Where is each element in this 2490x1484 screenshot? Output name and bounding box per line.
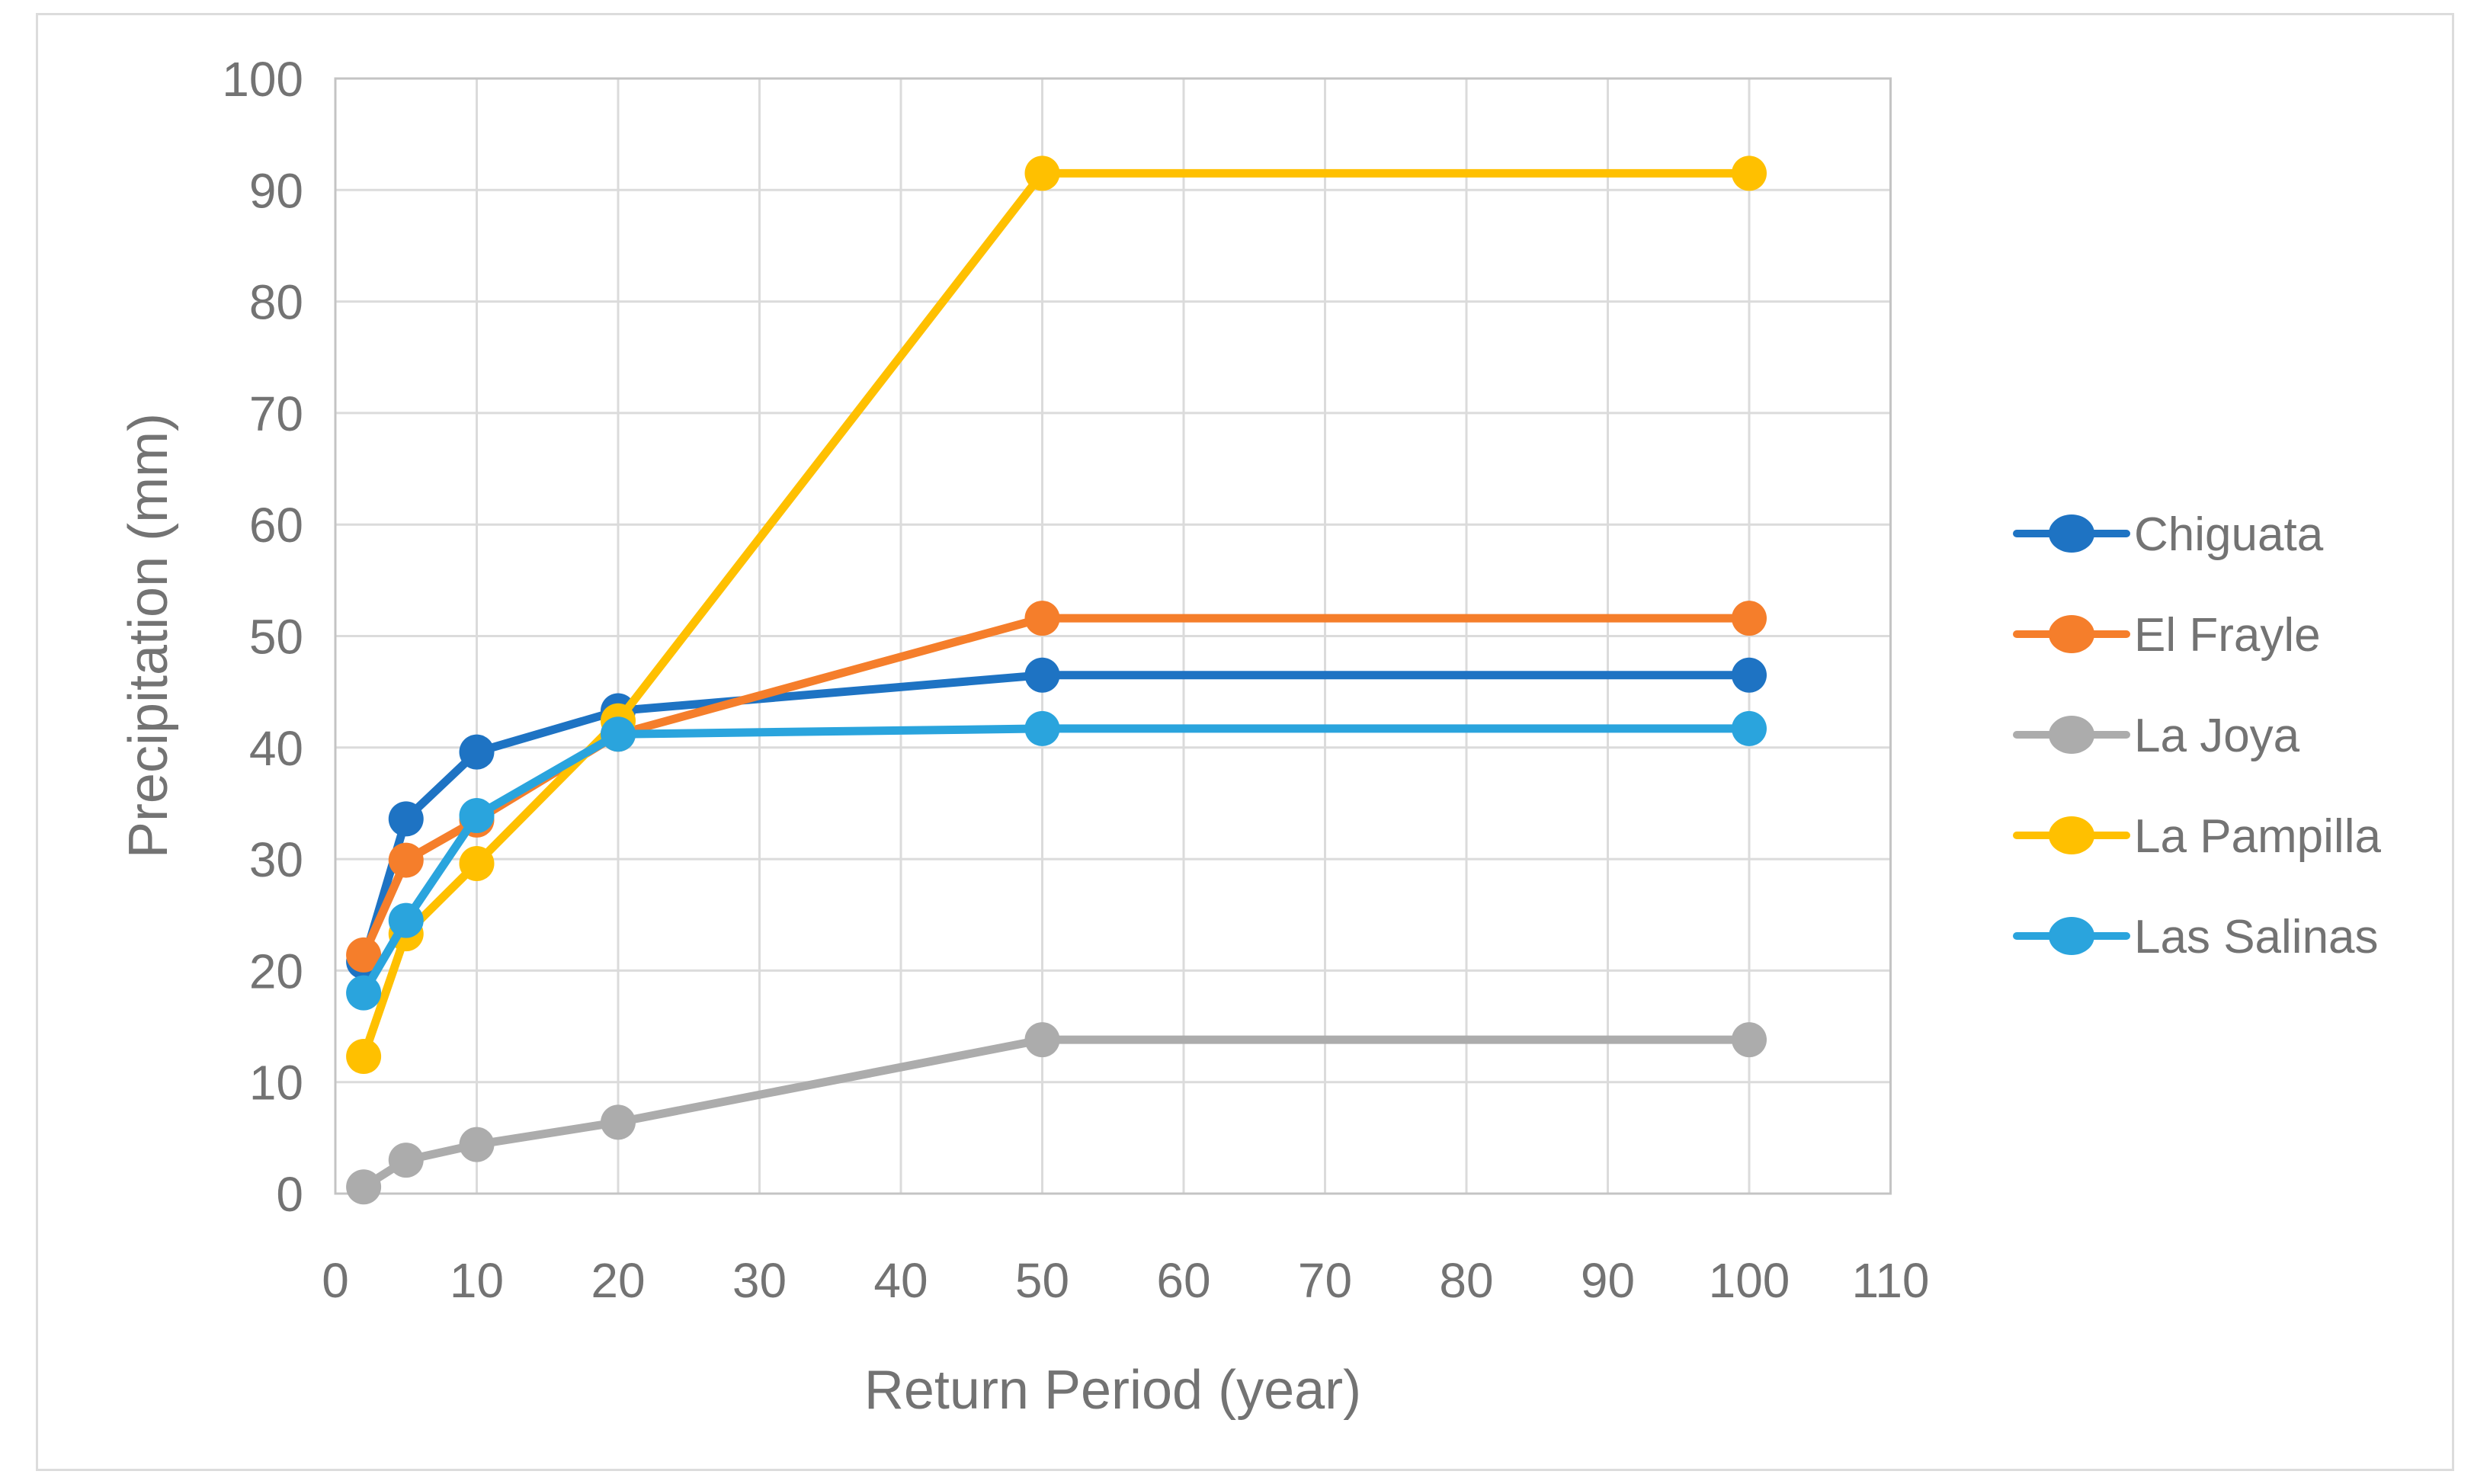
x-axis-tick-label: 110 [1851, 1253, 1929, 1308]
legend-marker-dot [2049, 816, 2094, 854]
y-axis-tick-label: 100 [222, 52, 303, 107]
plot-area-border [334, 77, 1892, 1195]
y-axis-tick-label: 80 [249, 275, 303, 330]
series-line-la-joya [359, 1035, 1754, 1191]
x-axis-tick-label: 0 [322, 1253, 349, 1308]
legend-marker-dot [2049, 716, 2094, 754]
series-marker-las-salinas [1024, 710, 1060, 746]
x-axis-tick-label: 90 [1581, 1253, 1635, 1308]
series-marker-la-joya [346, 1169, 382, 1205]
x-axis-tick-label: 50 [1015, 1253, 1069, 1308]
series-marker-las-salinas [459, 798, 495, 834]
legend-marker-dot [2049, 615, 2094, 653]
series-marker-las-salinas [1732, 710, 1767, 746]
y-axis-tick-label: 20 [249, 944, 303, 998]
series-marker-el-frayle [346, 937, 382, 973]
series-marker-la-pampilla [1732, 155, 1767, 191]
series-marker-las-salinas [388, 902, 424, 938]
series-line-la-pampilla [359, 168, 1754, 1061]
legend-marker-dot [2049, 917, 2094, 955]
x-axis-title: Return Period (year) [864, 1360, 1362, 1421]
x-axis-tick-label: 20 [591, 1253, 645, 1308]
series-marker-chiguata [1732, 657, 1767, 693]
y-axis-title: Precipitation (mm) [118, 412, 179, 859]
legend-item-label: Las Salinas [2134, 911, 2379, 963]
series-marker-la-joya [388, 1143, 424, 1178]
x-axis-tick-label: 40 [873, 1253, 928, 1308]
x-axis-tick-label: 70 [1298, 1253, 1352, 1308]
series-marker-el-frayle [1732, 601, 1767, 636]
legend-item-label: Chiguata [2134, 508, 2324, 561]
x-axis-tick-label: 10 [450, 1253, 504, 1308]
series-marker-chiguata [1024, 657, 1060, 693]
series-marker-la-joya [601, 1104, 636, 1140]
series-marker-las-salinas [601, 716, 636, 752]
series-marker-la-pampilla [459, 845, 495, 881]
y-axis-tick-label: 40 [249, 721, 303, 776]
x-axis-tick-label: 80 [1439, 1253, 1493, 1308]
legend-item-label: La Joya [2134, 710, 2300, 762]
legend-marker-dot [2049, 514, 2094, 553]
x-axis-tick-label: 30 [732, 1253, 787, 1308]
series-marker-la-joya [1732, 1022, 1767, 1058]
legend-item-label: La Pampilla [2134, 810, 2381, 863]
series-marker-la-joya [1024, 1022, 1060, 1058]
y-axis-tick-label: 50 [249, 610, 303, 665]
series-marker-la-pampilla [1024, 155, 1060, 191]
series-marker-chiguata [459, 734, 495, 770]
y-axis-tick-label: 60 [249, 498, 303, 553]
x-axis-tick-label: 100 [1709, 1253, 1790, 1308]
series-marker-la-pampilla [346, 1039, 382, 1075]
series-marker-el-frayle [388, 842, 424, 878]
x-axis-tick-label: 60 [1156, 1253, 1210, 1308]
y-axis-tick-label: 10 [249, 1056, 303, 1111]
series-marker-la-joya [459, 1127, 495, 1162]
y-axis-tick-label: 70 [249, 386, 303, 441]
series-line-chiguata [359, 671, 1754, 966]
y-axis-tick-label: 30 [249, 832, 303, 887]
y-axis-tick-label: 90 [249, 163, 303, 218]
y-axis-tick-label: 0 [276, 1167, 303, 1222]
series-marker-chiguata [388, 801, 424, 837]
legend-item-label: El Frayle [2134, 609, 2321, 662]
series-marker-el-frayle [1024, 601, 1060, 636]
series-marker-las-salinas [346, 975, 382, 1011]
